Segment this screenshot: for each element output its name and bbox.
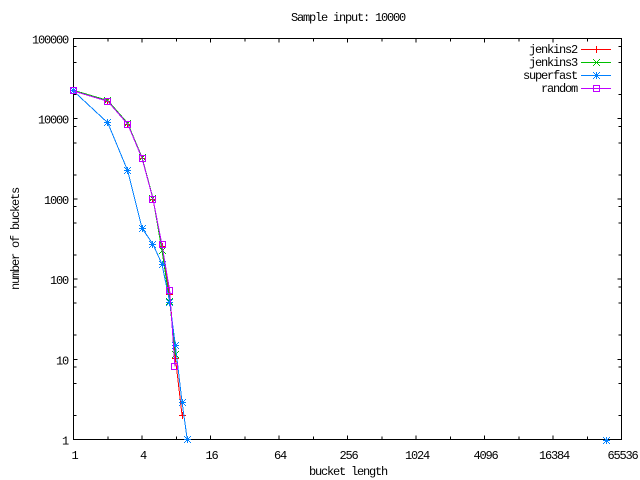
svg-text:16384: 16384 — [539, 449, 570, 463]
svg-text:1: 1 — [62, 435, 69, 449]
svg-text:100: 100 — [50, 274, 69, 288]
svg-text:1000: 1000 — [44, 194, 69, 208]
svg-text:bucket length: bucket length — [309, 465, 388, 479]
svg-text:jenkins3: jenkins3 — [529, 56, 578, 70]
svg-text:Sample input: 10000: Sample input: 10000 — [291, 11, 406, 25]
svg-text:256: 256 — [339, 449, 358, 463]
svg-text:10000: 10000 — [38, 114, 69, 128]
svg-text:number of buckets: number of buckets — [9, 187, 23, 290]
svg-text:10: 10 — [56, 354, 69, 368]
svg-text:65536: 65536 — [607, 449, 638, 463]
svg-text:superfast: superfast — [523, 69, 577, 83]
svg-text:100000: 100000 — [32, 34, 69, 48]
svg-text:1024: 1024 — [405, 449, 430, 463]
svg-text:64: 64 — [274, 449, 287, 463]
svg-text:4: 4 — [140, 449, 147, 463]
svg-text:jenkins2: jenkins2 — [529, 43, 578, 57]
svg-text:random: random — [541, 82, 578, 96]
svg-text:1: 1 — [71, 449, 78, 463]
svg-text:16: 16 — [205, 449, 218, 463]
svg-text:4096: 4096 — [473, 449, 498, 463]
